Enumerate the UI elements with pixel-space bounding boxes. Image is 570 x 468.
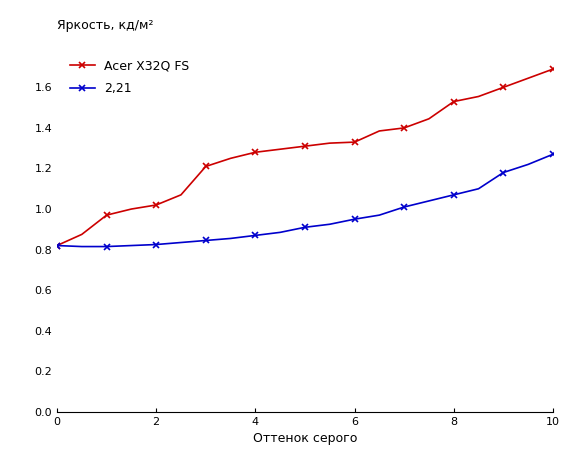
X-axis label: Оттенок серого: Оттенок серого xyxy=(253,432,357,445)
Text: Яркость, кд/м²: Яркость, кд/м² xyxy=(57,19,153,32)
Legend: Acer X32Q FS, 2,21: Acer X32Q FS, 2,21 xyxy=(63,53,196,102)
